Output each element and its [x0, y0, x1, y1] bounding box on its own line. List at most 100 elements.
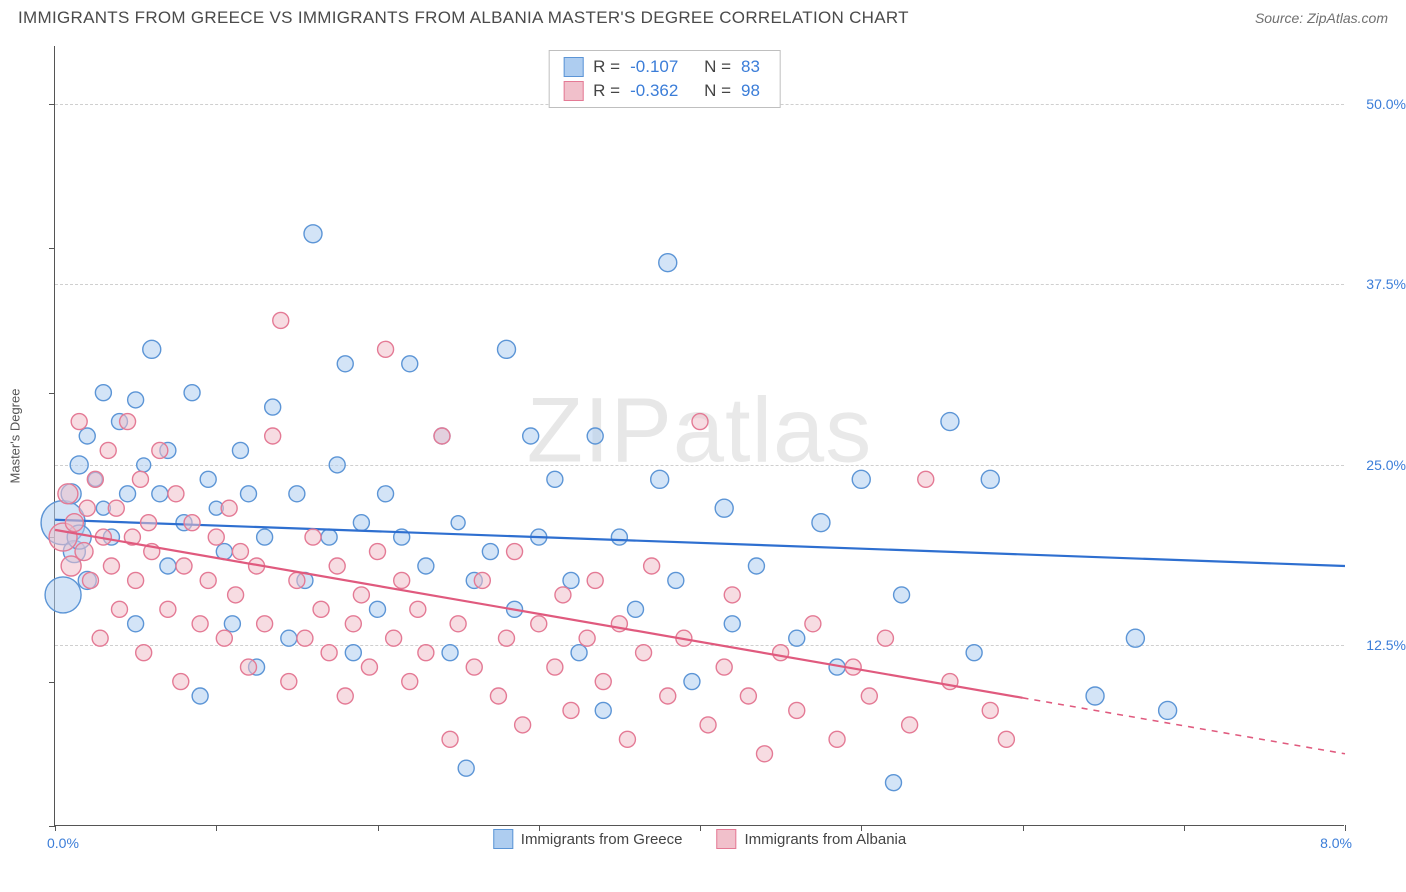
- y-axis-label: Master's Degree: [8, 388, 23, 483]
- source-credit: Source: ZipAtlas.com: [1255, 10, 1388, 26]
- data-point-greece: [451, 516, 465, 530]
- data-point-albania: [92, 630, 108, 646]
- data-point-albania: [173, 674, 189, 690]
- data-point-albania: [563, 702, 579, 718]
- stats-legend: R =-0.107N =83R =-0.362N =98: [548, 50, 781, 108]
- data-point-albania: [394, 572, 410, 588]
- data-point-albania: [499, 630, 515, 646]
- data-point-albania: [232, 544, 248, 560]
- data-point-albania: [132, 471, 148, 487]
- data-point-greece: [232, 442, 248, 458]
- data-point-albania: [644, 558, 660, 574]
- data-point-albania: [257, 616, 273, 632]
- data-point-albania: [370, 544, 386, 560]
- x-axis-max-label: 8.0%: [1320, 835, 1352, 851]
- data-point-albania: [71, 414, 87, 430]
- data-point-albania: [587, 572, 603, 588]
- data-point-greece: [304, 225, 322, 243]
- data-point-albania: [273, 312, 289, 328]
- data-point-greece: [70, 456, 88, 474]
- data-point-albania: [636, 645, 652, 661]
- data-point-greece: [345, 645, 361, 661]
- data-point-albania: [386, 630, 402, 646]
- data-point-greece: [724, 616, 740, 632]
- legend-item-albania: Immigrants from Albania: [716, 829, 906, 849]
- data-point-greece: [651, 470, 669, 488]
- data-point-greece: [45, 577, 81, 613]
- data-point-greece: [257, 529, 273, 545]
- data-point-albania: [724, 587, 740, 603]
- data-point-greece: [289, 486, 305, 502]
- data-point-greece: [587, 428, 603, 444]
- data-point-albania: [805, 616, 821, 632]
- data-point-albania: [321, 645, 337, 661]
- data-point-greece: [563, 572, 579, 588]
- data-point-albania: [141, 515, 157, 531]
- data-point-albania: [619, 731, 635, 747]
- data-point-greece: [498, 340, 516, 358]
- y-tick-label: 37.5%: [1366, 276, 1406, 292]
- data-point-albania: [289, 572, 305, 588]
- data-point-albania: [103, 558, 119, 574]
- data-point-albania: [208, 529, 224, 545]
- data-point-greece: [523, 428, 539, 444]
- data-point-albania: [418, 645, 434, 661]
- y-tick-label: 25.0%: [1366, 457, 1406, 473]
- data-point-albania: [152, 442, 168, 458]
- data-point-greece: [224, 616, 240, 632]
- data-point-albania: [877, 630, 893, 646]
- data-point-albania: [192, 616, 208, 632]
- data-point-albania: [595, 674, 611, 690]
- data-point-albania: [297, 630, 313, 646]
- data-point-albania: [216, 630, 232, 646]
- legend-swatch-greece: [563, 57, 583, 77]
- trend-line-greece: [55, 520, 1345, 566]
- data-point-albania: [829, 731, 845, 747]
- data-point-albania: [265, 428, 281, 444]
- data-point-albania: [361, 659, 377, 675]
- data-point-albania: [65, 514, 83, 532]
- data-point-greece: [684, 674, 700, 690]
- data-point-albania: [100, 442, 116, 458]
- data-point-albania: [531, 616, 547, 632]
- data-point-greece: [852, 470, 870, 488]
- data-point-albania: [740, 688, 756, 704]
- data-point-albania: [136, 645, 152, 661]
- data-point-albania: [998, 731, 1014, 747]
- chart-title: IMMIGRANTS FROM GREECE VS IMMIGRANTS FRO…: [18, 8, 909, 28]
- legend-item-greece: Immigrants from Greece: [493, 829, 683, 849]
- data-point-greece: [715, 499, 733, 517]
- data-point-albania: [353, 587, 369, 603]
- legend-swatch-albania: [716, 829, 736, 849]
- data-point-albania: [108, 500, 124, 516]
- data-point-albania: [515, 717, 531, 733]
- data-point-greece: [1159, 701, 1177, 719]
- data-point-albania: [75, 543, 93, 561]
- data-point-greece: [402, 356, 418, 372]
- data-point-albania: [329, 558, 345, 574]
- data-point-albania: [120, 414, 136, 430]
- data-point-albania: [79, 500, 95, 516]
- data-point-greece: [789, 630, 805, 646]
- data-point-greece: [143, 340, 161, 358]
- data-point-greece: [353, 515, 369, 531]
- y-tick-label: 50.0%: [1366, 96, 1406, 112]
- data-point-albania: [507, 544, 523, 560]
- trend-line-albania: [55, 530, 1023, 698]
- data-point-greece: [378, 486, 394, 502]
- data-point-greece: [595, 702, 611, 718]
- data-point-albania: [861, 688, 877, 704]
- data-point-greece: [160, 558, 176, 574]
- data-point-albania: [773, 645, 789, 661]
- data-point-albania: [474, 572, 490, 588]
- data-point-greece: [418, 558, 434, 574]
- data-point-albania: [434, 428, 450, 444]
- data-point-albania: [160, 601, 176, 617]
- data-point-greece: [192, 688, 208, 704]
- data-point-greece: [886, 775, 902, 791]
- data-point-albania: [982, 702, 998, 718]
- data-point-albania: [402, 674, 418, 690]
- data-point-albania: [112, 601, 128, 617]
- data-point-greece: [321, 529, 337, 545]
- data-point-greece: [241, 486, 257, 502]
